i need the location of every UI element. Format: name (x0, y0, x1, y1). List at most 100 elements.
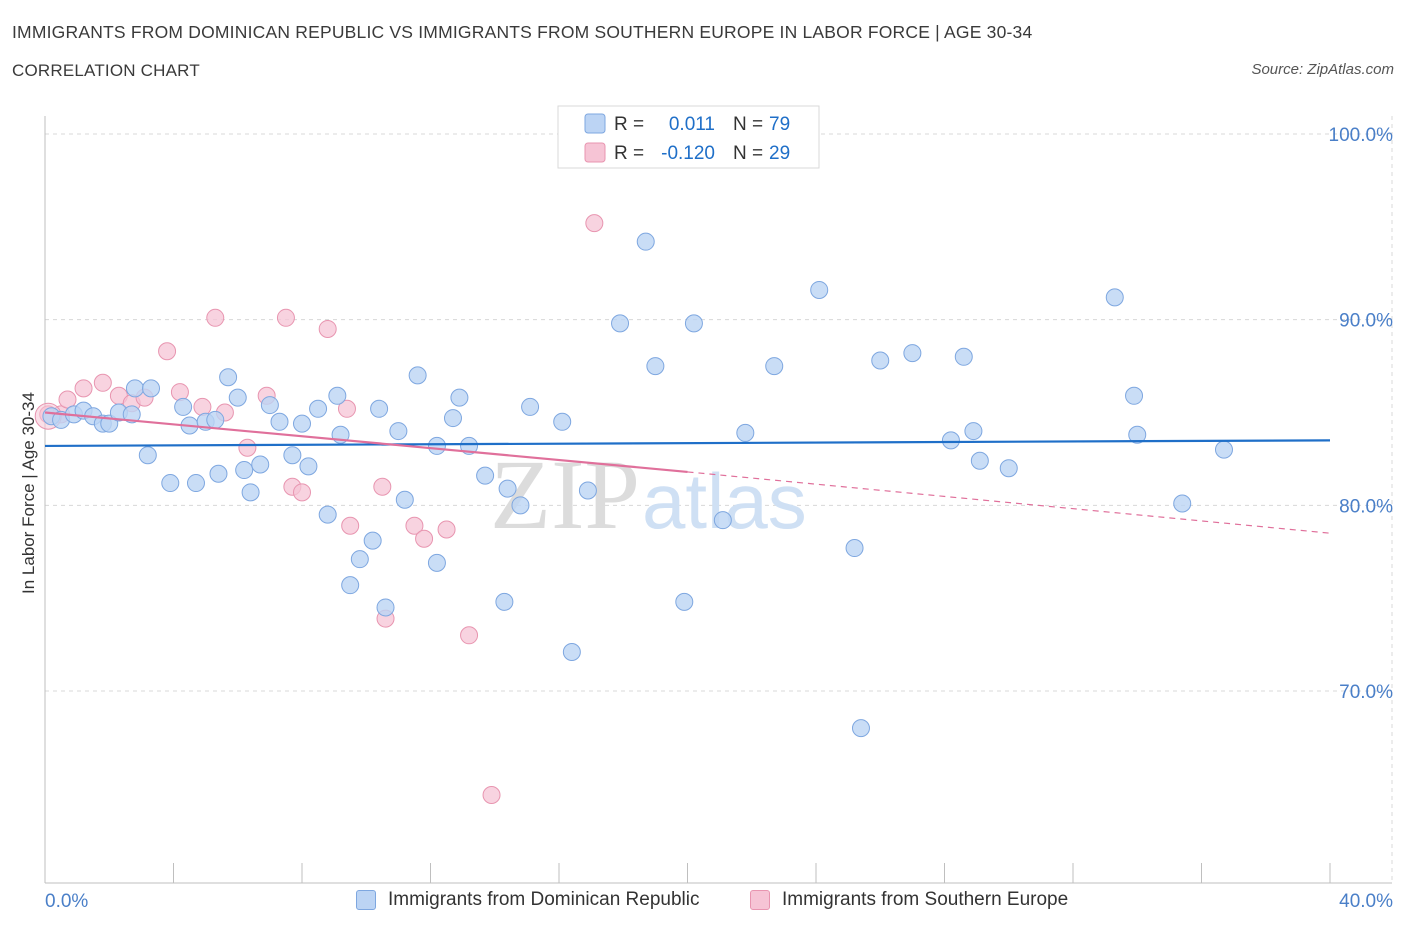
point-dominican-republic-23 (251, 455, 270, 474)
point-dominican-republic-58 (684, 314, 703, 333)
point-dominican-republic-41 (427, 436, 446, 455)
point-dominican-republic-35 (363, 531, 382, 550)
point-southern-europe-10 (193, 397, 212, 416)
point-southern-europe-2 (58, 390, 77, 409)
watermark-zip: ZIP (490, 439, 640, 550)
point-dominican-republic-50 (521, 397, 540, 416)
point-southern-europe-27 (482, 785, 501, 804)
point-dominican-republic-18 (209, 464, 228, 483)
point-southern-europe-20 (341, 516, 360, 535)
point-dominican-republic-57 (675, 592, 694, 611)
point-dominican-republic-49 (511, 496, 530, 515)
point-dominican-republic-73 (1125, 386, 1144, 405)
legend-bottom: Immigrants from Dominican Republic Immig… (0, 889, 1406, 915)
point-dominican-republic-36 (370, 399, 389, 418)
point-dominican-republic-40 (408, 366, 427, 385)
legend-swatch-dominican-republic (356, 890, 376, 910)
legend-label-southern-europe: Immigrants from Southern Europe (782, 889, 1069, 910)
legend-swatch-pink (584, 142, 606, 163)
point-dominican-republic-66 (903, 344, 922, 363)
legend-r-label-blue: R = (614, 114, 644, 135)
y-tick-labels: 100.0% 90.0% 80.0% 70.0% (1329, 125, 1394, 703)
point-dominican-republic-20 (228, 388, 247, 407)
trend-line-southern-europe (44, 411, 688, 474)
point-dominican-republic-38 (389, 422, 408, 441)
point-dominican-republic-69 (964, 422, 983, 441)
legend-n-label-pink: N = (733, 143, 763, 164)
point-dominican-republic-39 (395, 490, 414, 509)
point-dominican-republic-11 (138, 446, 157, 465)
y-axis-label: In Labor Force | Age 30-34 (19, 392, 38, 594)
trend-lines (44, 411, 1331, 534)
point-southern-europe-23 (405, 516, 424, 535)
legend-r-label-pink: R = (614, 143, 644, 164)
point-dominican-republic-55 (636, 232, 655, 251)
point-dominican-republic-56 (646, 357, 665, 376)
point-dominican-republic-48 (498, 479, 517, 498)
point-dominican-republic-9 (125, 379, 144, 398)
point-dominican-republic-45 (460, 436, 479, 455)
point-dominican-republic-47 (495, 592, 514, 611)
axes (44, 116, 1392, 884)
chart-subtitle: CORRELATION CHART (12, 61, 200, 80)
y-tick-label-0: 100.0% (1329, 125, 1394, 146)
point-southern-europe-9 (170, 383, 189, 402)
point-dominican-republic-63 (845, 539, 864, 558)
point-southern-europe-18 (318, 319, 337, 338)
point-dominican-republic-51 (553, 412, 572, 431)
point-dominican-republic-72 (1105, 288, 1124, 307)
point-southern-europe-4 (93, 373, 112, 392)
watermark-atlas: atlas (642, 457, 807, 545)
legend-r-value-blue: 0.011 (669, 114, 715, 135)
y-tick-label-3: 70.0% (1339, 682, 1393, 703)
legend-r-value-pink: -0.120 (661, 143, 715, 164)
y-tick-label-1: 90.0% (1339, 311, 1393, 332)
point-dominican-republic-25 (270, 412, 289, 431)
point-dominican-republic-37 (376, 598, 395, 617)
point-dominican-republic-22 (241, 483, 260, 502)
point-dominican-republic-30 (318, 505, 337, 524)
legend-n-value-pink: 29 (769, 143, 790, 164)
point-dominican-republic-17 (206, 410, 225, 429)
point-southern-europe-19 (337, 399, 356, 418)
legend-label-dominican-republic: Immigrants from Dominican Republic (388, 889, 700, 910)
point-dominican-republic-75 (1173, 494, 1192, 513)
point-southern-europe-28 (585, 214, 604, 233)
point-dominican-republic-10 (142, 379, 161, 398)
point-dominican-republic-34 (350, 550, 369, 569)
trend-line-dominican-republic (44, 439, 1331, 448)
chart-source: Source: ZipAtlas.com (1251, 61, 1394, 78)
point-dominican-republic-67 (941, 431, 960, 450)
point-dominican-republic-52 (562, 643, 581, 662)
point-dominican-republic-28 (299, 457, 318, 476)
legend-top: R = 0.011 N = 79 R = -0.120 N = 29 (557, 105, 820, 169)
point-dominican-republic-54 (611, 314, 630, 333)
point-dominican-republic-62 (810, 280, 829, 299)
point-dominican-republic-19 (219, 368, 238, 387)
point-dominican-republic-44 (450, 388, 469, 407)
point-dominican-republic-24 (260, 396, 279, 415)
point-dominican-republic-74 (1128, 425, 1147, 444)
point-dominican-republic-46 (476, 466, 495, 485)
point-dominican-republic-64 (851, 719, 870, 738)
point-dominican-republic-60 (736, 423, 755, 442)
point-dominican-republic-8 (122, 405, 141, 424)
point-dominican-republic-53 (578, 481, 597, 500)
point-dominican-republic-15 (186, 474, 205, 493)
y-tick-label-2: 80.0% (1339, 496, 1393, 517)
legend-n-label-blue: N = (733, 114, 763, 135)
series-dominican-republic-points (42, 232, 1233, 738)
point-southern-europe-15 (276, 308, 295, 327)
point-southern-europe-11 (206, 308, 225, 327)
point-southern-europe-26 (460, 626, 479, 645)
legend-swatch-southern-europe (750, 890, 770, 910)
point-dominican-republic-31 (328, 386, 347, 405)
point-dominican-republic-33 (341, 576, 360, 595)
point-dominican-republic-59 (713, 511, 732, 530)
point-dominican-republic-42 (427, 553, 446, 572)
point-southern-europe-13 (238, 438, 257, 457)
legend-swatch-blue (584, 113, 606, 134)
point-dominican-republic-68 (954, 347, 973, 366)
x-tick-label-max: 40.0% (1339, 891, 1393, 912)
